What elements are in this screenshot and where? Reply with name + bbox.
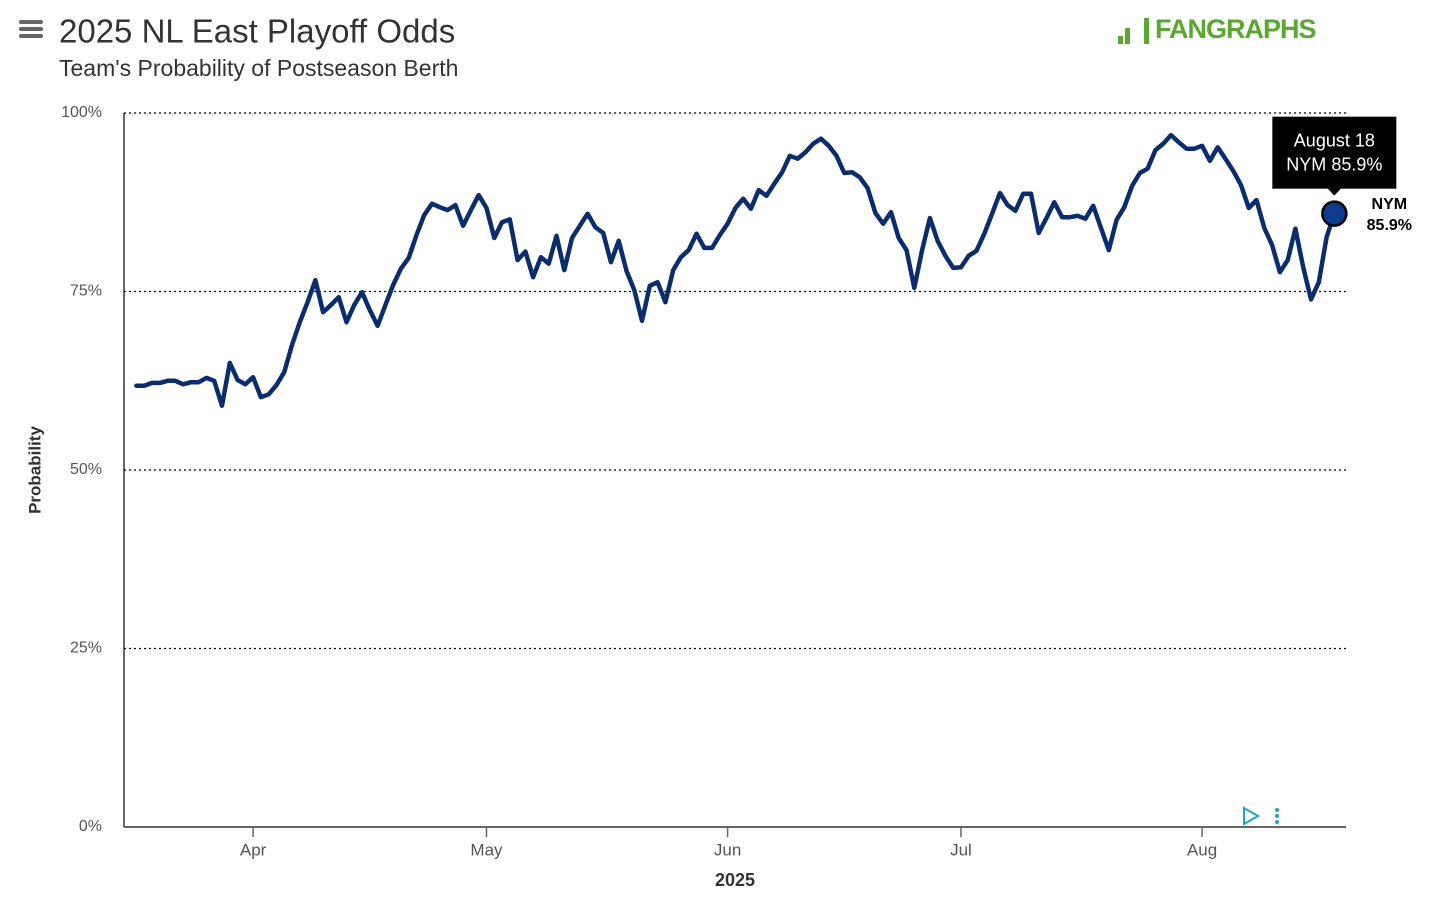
tooltip-date: August 18 <box>1294 130 1375 150</box>
tooltip-arrow <box>1327 188 1342 196</box>
brand-logo: FANGRAPHS <box>1118 14 1317 44</box>
end-point <box>1321 200 1348 227</box>
tooltip-box <box>1272 116 1397 189</box>
x-tick-label: Jun <box>714 840 741 859</box>
x-tick-label: May <box>470 840 503 859</box>
y-tick-label: 100% <box>61 104 102 121</box>
logo-bar <box>1144 18 1149 44</box>
end-label-name: NYM <box>1372 196 1408 213</box>
data-line <box>134 132 1337 408</box>
ad-play <box>1243 806 1261 826</box>
ad-dot <box>1275 820 1279 824</box>
x-tick-label: Jul <box>950 840 972 859</box>
y-axis-label: Probability <box>25 426 44 514</box>
y-tick-label: 25% <box>70 640 102 657</box>
y-tick-label: 75% <box>70 283 102 300</box>
x-tick-label: Aug <box>1187 840 1217 859</box>
tooltip-value: NYM 85.9% <box>1286 154 1382 174</box>
menu-bar <box>19 27 43 31</box>
y-tick-label: 50% <box>70 461 102 478</box>
tooltip: August 18 NYM 85.9% <box>1272 116 1397 196</box>
menu-icon[interactable] <box>19 20 43 38</box>
logo-bar <box>1125 28 1130 44</box>
end-label-value: 85.9% <box>1367 217 1412 234</box>
y-tick-label: 0% <box>79 818 102 835</box>
x-axis-label: 2025 <box>715 870 755 890</box>
tooltip-number: 85.9% <box>1331 154 1382 174</box>
ad-dot <box>1275 808 1279 812</box>
ad-icon[interactable] <box>1243 806 1279 826</box>
menu-bar <box>19 34 43 38</box>
brand-name: FANGRAPHS <box>1155 14 1316 44</box>
ad-dot <box>1275 814 1279 818</box>
tooltip-series: NYM <box>1286 154 1326 174</box>
logo-bar <box>1118 36 1123 44</box>
chart-title: 2025 NL East Playoff Odds <box>59 13 455 50</box>
chart-subtitle: Team's Probability of Postseason Berth <box>59 55 458 81</box>
x-tick-label: Apr <box>240 840 267 859</box>
menu-bar <box>19 20 43 24</box>
